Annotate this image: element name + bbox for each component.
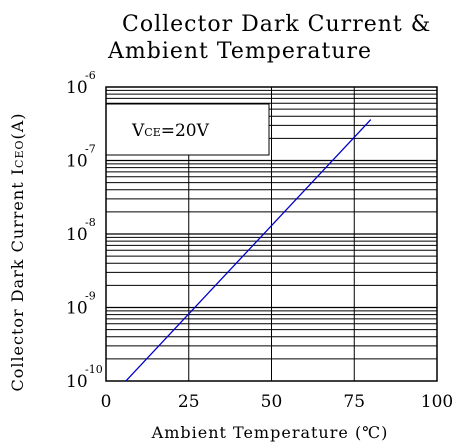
- chart-title-line-1: Collector Dark Current &: [122, 12, 431, 37]
- vce-annotation-prefix: V: [131, 121, 145, 141]
- vce-annotation: VCE=20V: [131, 121, 210, 141]
- series-line-0: [125, 119, 372, 382]
- y-axis-label-suffix: (A): [8, 112, 27, 139]
- y-tick-exponent: -10: [85, 363, 103, 376]
- series-layer: [125, 119, 372, 382]
- y-tick-label: 10: [66, 152, 88, 172]
- x-tick-label: 100: [421, 392, 453, 412]
- y-tick-label: 10: [66, 78, 88, 98]
- x-tick-label: 75: [343, 392, 365, 412]
- annotation-box: [105, 103, 270, 156]
- x-tick-label: 0: [101, 392, 112, 412]
- x-tick-label: 25: [178, 392, 200, 412]
- chart-title-line-2: Ambient Temperature: [107, 39, 372, 64]
- x-axis-label: Ambient Temperature (℃): [151, 423, 389, 442]
- y-tick-exponent: -8: [85, 216, 96, 229]
- vce-annotation-subscript: CE: [144, 126, 160, 139]
- plot-grid: [105, 86, 438, 382]
- y-tick-exponent: -9: [85, 290, 96, 303]
- y-tick-label: 10: [66, 372, 88, 392]
- y-axis-label-subscript: CEO: [13, 139, 26, 167]
- vce-annotation-value: =20V: [161, 121, 210, 141]
- y-axis-label: Collector Dark Current ICEO(A): [8, 112, 27, 391]
- x-tick-label: 50: [261, 392, 283, 412]
- y-tick-exponent: -7: [85, 143, 96, 156]
- y-axis-label-prefix: Collector Dark Current I: [8, 168, 27, 392]
- y-tick-exponent: -6: [85, 69, 96, 82]
- y-tick-label: 10: [66, 225, 88, 245]
- y-tick-label: 10: [66, 299, 88, 319]
- plot-frame: [105, 86, 438, 382]
